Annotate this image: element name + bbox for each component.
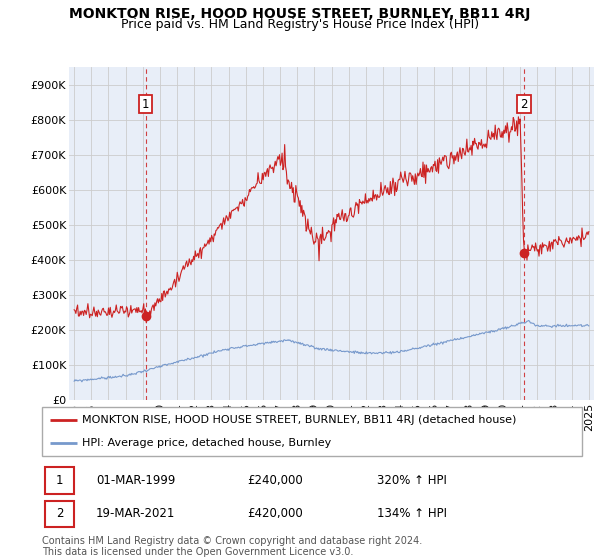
FancyBboxPatch shape [42,407,582,456]
FancyBboxPatch shape [45,467,74,493]
Text: Contains HM Land Registry data © Crown copyright and database right 2024.
This d: Contains HM Land Registry data © Crown c… [42,535,422,557]
Text: HPI: Average price, detached house, Burnley: HPI: Average price, detached house, Burn… [83,438,332,448]
Text: 134% ↑ HPI: 134% ↑ HPI [377,507,447,520]
Text: 01-MAR-1999: 01-MAR-1999 [96,474,175,487]
Text: 2: 2 [56,507,64,520]
Text: £240,000: £240,000 [247,474,303,487]
FancyBboxPatch shape [45,501,74,527]
Text: 2: 2 [520,97,527,110]
Text: 1: 1 [142,97,149,110]
Text: Price paid vs. HM Land Registry's House Price Index (HPI): Price paid vs. HM Land Registry's House … [121,18,479,31]
Text: 19-MAR-2021: 19-MAR-2021 [96,507,175,520]
Text: MONKTON RISE, HOOD HOUSE STREET, BURNLEY, BB11 4RJ (detached house): MONKTON RISE, HOOD HOUSE STREET, BURNLEY… [83,416,517,426]
Text: 320% ↑ HPI: 320% ↑ HPI [377,474,446,487]
Text: 1: 1 [56,474,64,487]
Text: MONKTON RISE, HOOD HOUSE STREET, BURNLEY, BB11 4RJ: MONKTON RISE, HOOD HOUSE STREET, BURNLEY… [70,7,530,21]
Text: £420,000: £420,000 [247,507,303,520]
